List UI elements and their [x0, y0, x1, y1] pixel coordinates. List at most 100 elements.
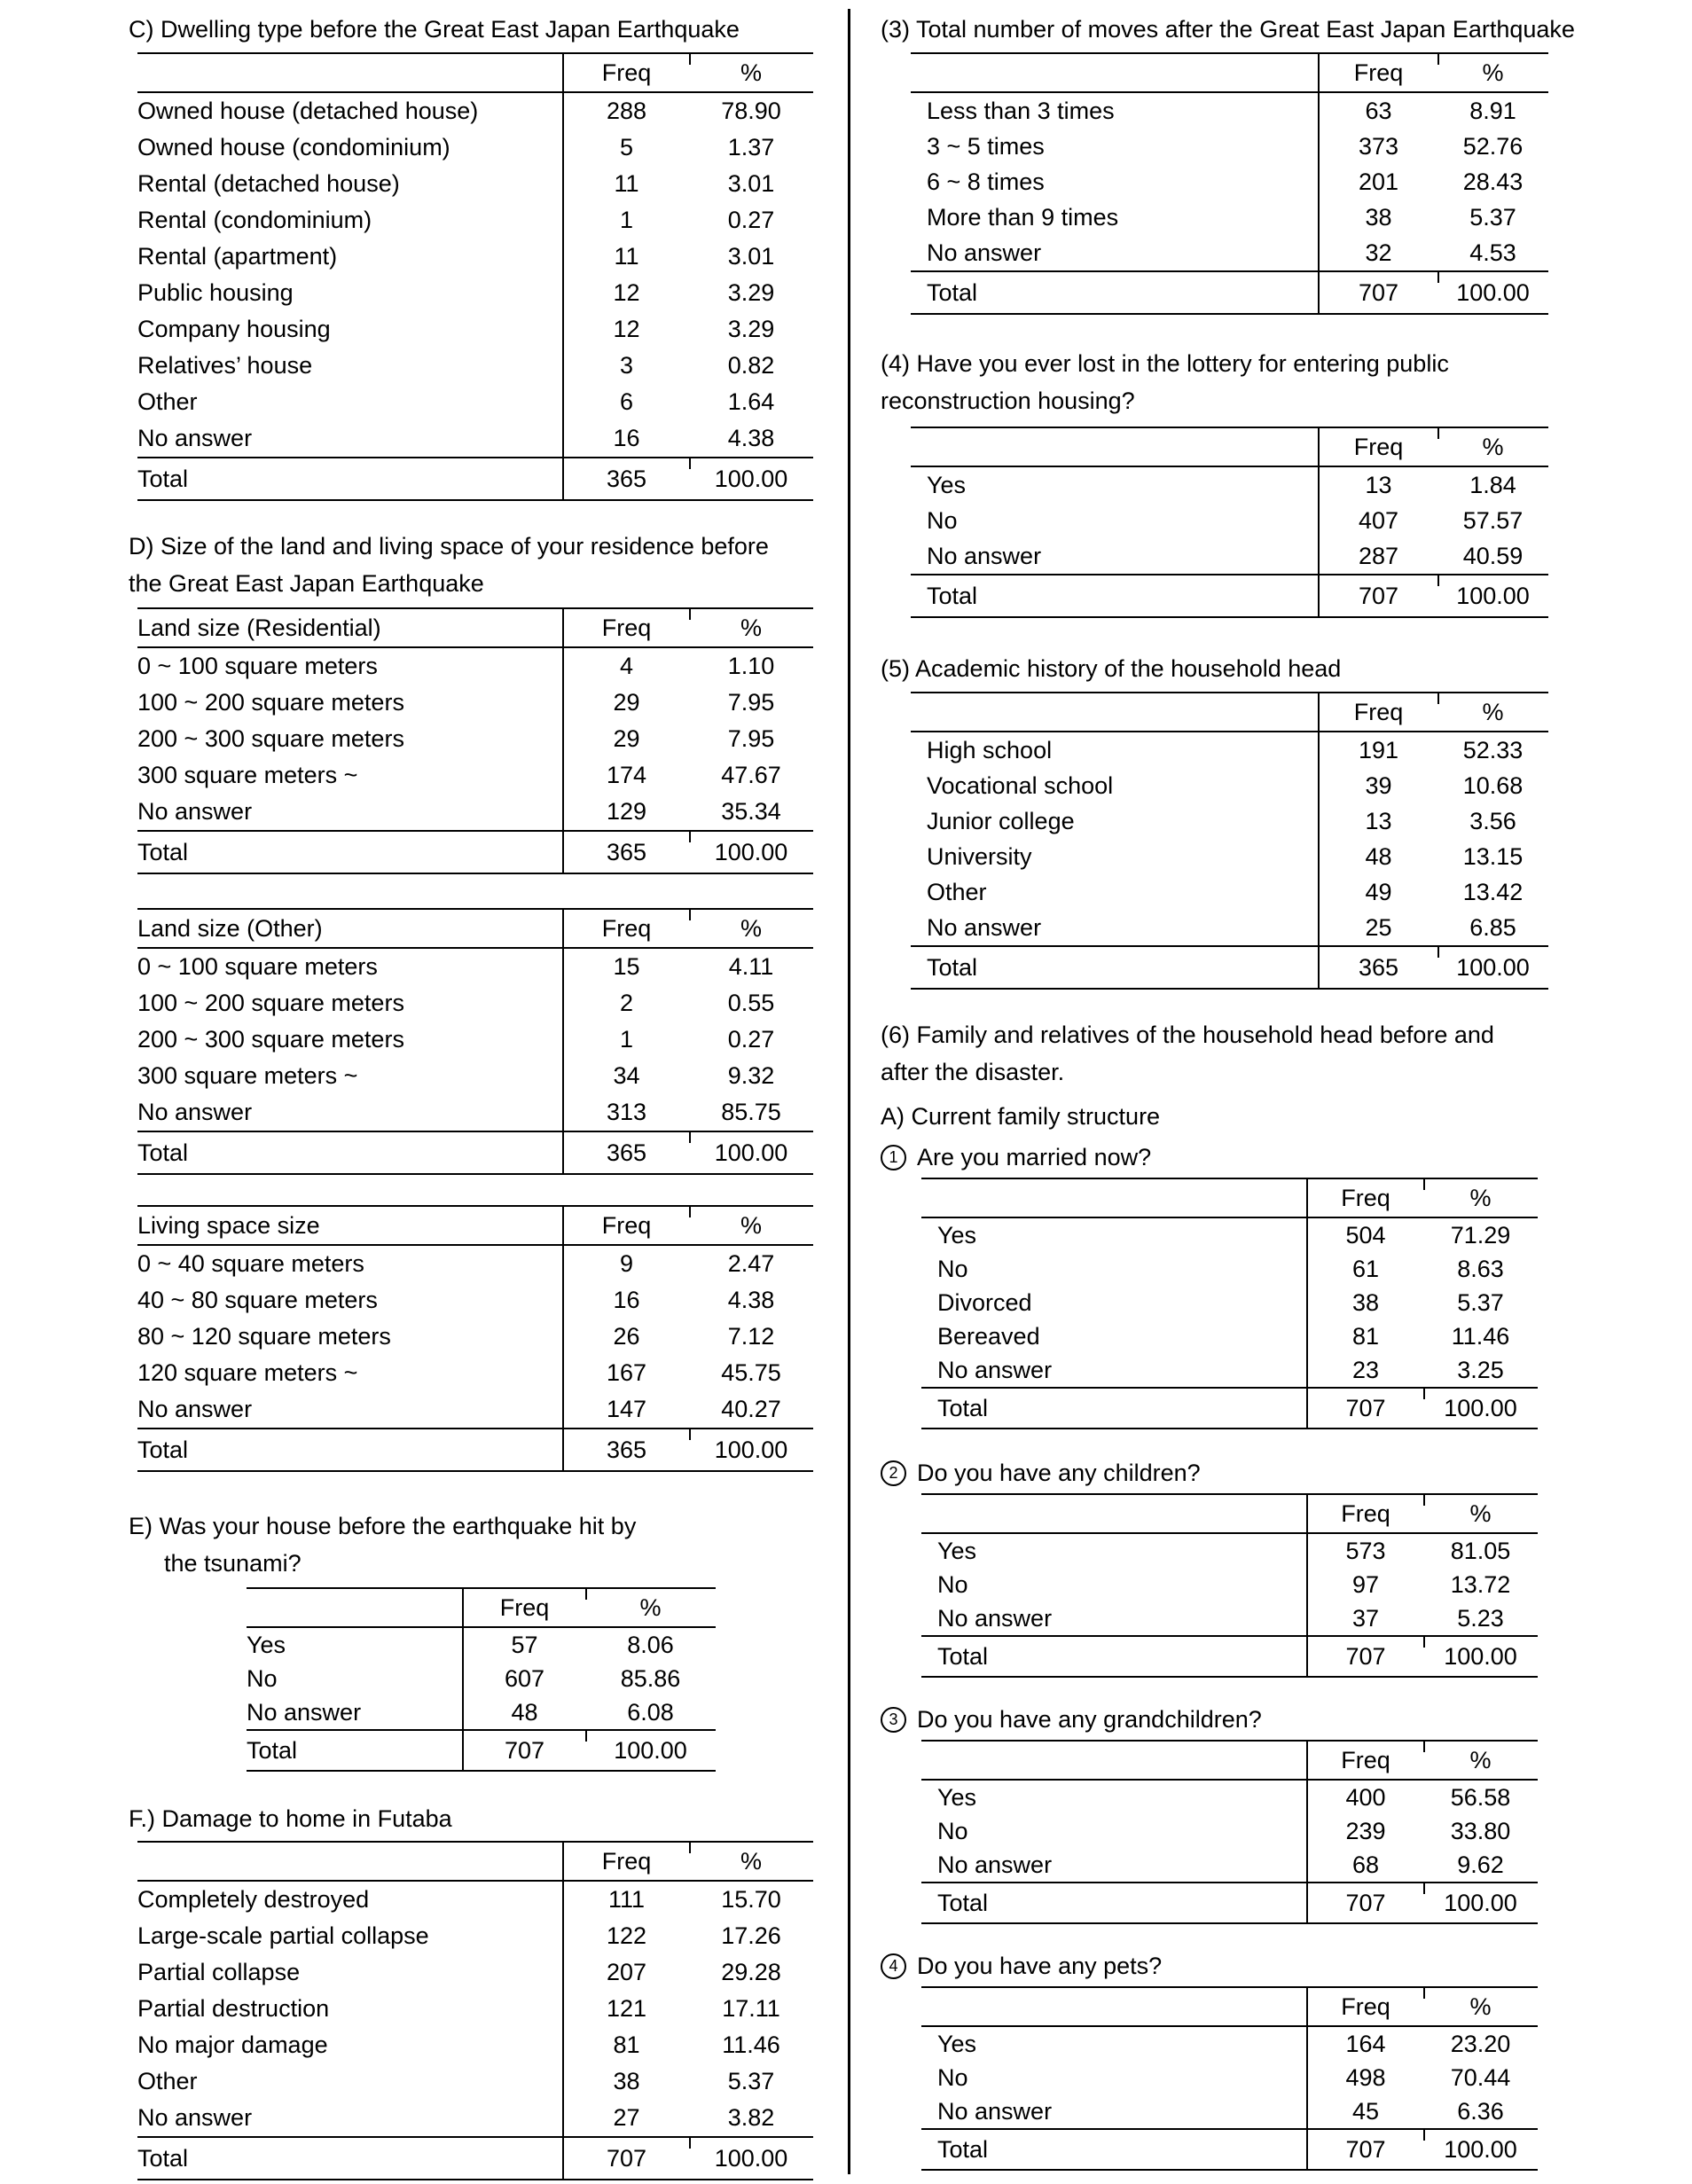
pct-value: 13.42: [1462, 878, 1524, 905]
freq-value: 11: [562, 239, 689, 275]
freq-value: 13: [1318, 803, 1437, 839]
title-line: (4) Have you ever lost in the lottery fo…: [881, 350, 1449, 377]
pct-value: 35.34: [721, 798, 781, 825]
table-row: Completely destroyed 111 15.70: [137, 1881, 813, 1918]
freq-value: 6: [562, 384, 689, 420]
pct-value: 52.76: [1462, 132, 1524, 160]
row-label: Total: [247, 1729, 463, 1772]
total-row: Total 365 100.00: [137, 830, 813, 874]
title-line: (3) Total number of moves after the Grea…: [881, 16, 1575, 43]
pct-value: 23.20: [1450, 2030, 1511, 2057]
col-header-freq: Freq: [1318, 427, 1437, 467]
header-label: [921, 1740, 1307, 1781]
pct-value: 3.01: [727, 243, 775, 270]
pct-value: 85.75: [721, 1099, 781, 1125]
table-row: 80 ~ 120 square meters 26 7.12: [137, 1319, 813, 1355]
table-row: 300 square meters ~ 34 9.32: [137, 1058, 813, 1094]
row-label: No: [927, 506, 958, 534]
table-row: Yes 400 56.58: [921, 1780, 1538, 1814]
freq-value: 29: [562, 721, 689, 757]
pct-value: 5.37: [727, 2068, 775, 2094]
freq-value: 16: [562, 1282, 689, 1319]
row-label: Total: [911, 574, 1319, 618]
freq-value: 25: [1318, 910, 1437, 946]
freq-value: 81: [562, 2027, 689, 2063]
pct-value: 0.55: [727, 990, 775, 1016]
tbl-4: Freq% Yes 13 1.84 No 407 57.57 No answer 287 40.5…: [911, 427, 1548, 618]
row-label: Yes: [937, 1537, 977, 1564]
title-line: D) Size of the land and living space of …: [129, 533, 769, 560]
row-label: 200 ~ 300 square meters: [137, 725, 404, 752]
header-row: Land size (Residential) Freq%: [137, 607, 813, 648]
row-label: Total: [137, 830, 563, 874]
header-label: [921, 1986, 1307, 2027]
pct-value: 100.00: [689, 830, 813, 874]
pct-value: 0.27: [727, 207, 775, 233]
pct-value: 0.27: [727, 1026, 775, 1053]
row-label: Yes: [247, 1631, 286, 1658]
col-header-freq: Freq: [1318, 52, 1437, 93]
row-label: Rental (condominium): [137, 207, 372, 233]
question-text: Do you have any children?: [917, 1459, 1201, 1486]
pct-value: 6.08: [627, 1698, 674, 1726]
tbl-5: Freq% High school 191 52.33 Vocational schoo…: [911, 692, 1548, 990]
pct-value: 8.91: [1469, 97, 1516, 124]
row-label: Partial destruction: [137, 1995, 330, 2022]
row-label: Large-scale partial collapse: [137, 1922, 429, 1949]
title-line: E) Was your house before the earthquake …: [129, 1513, 637, 1539]
title-line: A) Current family structure: [881, 1103, 1161, 1130]
pct-value: 13.72: [1450, 1570, 1511, 1598]
circled-number: 1: [881, 1144, 906, 1170]
header-row: Freq%: [921, 1178, 1538, 1218]
freq-value: 48: [1318, 839, 1437, 874]
table-row: No answer 25 6.85: [911, 910, 1548, 946]
total-row: Total 707 100.00: [137, 2136, 813, 2180]
table-row: 6 ~ 8 times 201 28.43: [911, 164, 1548, 200]
row-label: Other: [927, 878, 987, 905]
header-row: Freq%: [137, 1841, 813, 1882]
q-3: 3 Do you have any grandchildren?: [881, 1703, 1594, 1736]
table-row: No major damage 81 11.46: [137, 2027, 813, 2063]
row-label: Company housing: [137, 316, 331, 342]
col-header-freq: Freq: [1306, 1493, 1423, 1534]
col-header-pct: %: [1423, 1493, 1538, 1534]
pct-value: 13.15: [1462, 842, 1524, 870]
freq-value: 38: [1318, 200, 1437, 235]
freq-value: 167: [562, 1355, 689, 1391]
tbl-e: Freq% Yes 57 8.06 No 607 85.86 No answer 48 6.08 T…: [247, 1587, 716, 1772]
header-label: [137, 52, 563, 93]
freq-value: 121: [562, 1991, 689, 2027]
freq-value: 26: [562, 1319, 689, 1355]
pct-value: 6.36: [1457, 2097, 1504, 2125]
freq-value: 365: [562, 830, 689, 874]
title-line: after the disaster.: [881, 1059, 1065, 1085]
tbl-q2: Freq% Yes 573 81.05 No 97 13.72 No answer 37 5.23…: [921, 1493, 1538, 1678]
pct-value: 100.00: [689, 1428, 813, 1472]
row-label: Vocational school: [927, 771, 1114, 799]
table-row: Owned house (condominium) 5 1.37: [137, 129, 813, 166]
freq-value: 407: [1318, 503, 1437, 538]
row-label: 120 square meters ~: [137, 1359, 358, 1386]
left-column: C) Dwelling type before the Great East J…: [129, 0, 829, 2180]
pct-value: 29.28: [721, 1959, 781, 1985]
pct-value: 3.29: [727, 279, 775, 306]
header-label: [921, 1178, 1307, 1218]
freq-value: 707: [1306, 1387, 1423, 1429]
table-row: Relatives’ house 3 0.82: [137, 348, 813, 384]
sec-6-title: (6) Family and relatives of the househol…: [881, 1016, 1594, 1091]
table-row: No 407 57.57: [911, 503, 1548, 538]
pct-value: 2.47: [727, 1250, 775, 1277]
freq-value: 9: [562, 1245, 689, 1282]
pct-value: 100.00: [1437, 574, 1548, 618]
freq-value: 400: [1306, 1780, 1423, 1814]
freq-value: 373: [1318, 129, 1437, 164]
pct-value: 1.64: [727, 388, 775, 415]
pct-value: 1.37: [727, 134, 775, 160]
col-header-freq: Freq: [1306, 1178, 1423, 1218]
col-header-freq: Freq: [562, 607, 689, 648]
freq-value: 12: [562, 275, 689, 311]
freq-value: 1: [562, 1022, 689, 1058]
table-row: Partial collapse 207 29.28: [137, 1954, 813, 1991]
q-4: 4 Do you have any pets?: [881, 1949, 1594, 1983]
table-row: 120 square meters ~ 167 45.75: [137, 1355, 813, 1391]
